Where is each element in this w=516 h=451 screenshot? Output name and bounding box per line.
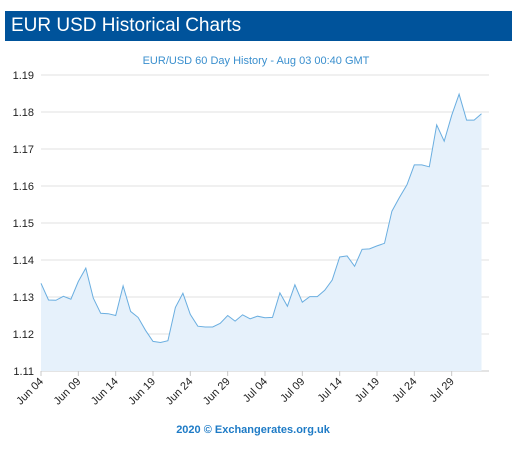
x-tick-label: Jul 19 xyxy=(353,376,382,405)
x-tick-label: Jun 04 xyxy=(14,376,46,408)
page-title-bar: EUR USD Historical Charts xyxy=(5,11,512,41)
y-tick-label: 1.11 xyxy=(13,366,34,378)
x-tick-label: Jul 09 xyxy=(278,376,307,405)
series-fill xyxy=(41,94,482,371)
series-area xyxy=(40,92,482,371)
y-tick-label: 1.13 xyxy=(13,292,34,304)
y-tick-label: 1.14 xyxy=(13,255,34,267)
x-tick-label: Jul 24 xyxy=(390,376,419,405)
x-tick-label: Jun 29 xyxy=(201,376,233,408)
y-tick-label: 1.12 xyxy=(13,329,34,341)
page-title: EUR USD Historical Charts xyxy=(11,15,242,36)
chart-credit: 2020 © Exchangerates.org.uk xyxy=(176,424,331,436)
x-tick-label: Jul 29 xyxy=(428,376,457,405)
series-line xyxy=(40,92,482,344)
y-tick-label: 1.19 xyxy=(13,70,34,82)
y-tick-label: 1.16 xyxy=(13,181,34,193)
x-tick-label: Jun 09 xyxy=(52,376,84,408)
y-tick-label: 1.18 xyxy=(13,107,34,119)
x-axis-ticks: Jun 04 Jun 09 Jun 14 Jun 19 Jun 24 Jun 29 Jul … xyxy=(14,371,457,407)
y-tick-label: 1.15 xyxy=(13,218,34,230)
x-tick-label: Jun 24 xyxy=(164,376,196,408)
x-tick-label: Jul 04 xyxy=(241,376,270,405)
x-tick-label: Jun 19 xyxy=(126,376,158,408)
y-tick-label: 1.17 xyxy=(13,144,34,156)
x-tick-label: Jun 14 xyxy=(89,376,121,408)
y-axis-ticks: 1.11 1.12 1.13 1.14 1.15 1.16 1.17 1.18 1.19 xyxy=(13,70,34,378)
chart-subtitle: EUR/USD 60 Day History - Aug 03 00:40 GM… xyxy=(143,55,370,67)
x-tick-label: Jul 14 xyxy=(316,376,345,405)
